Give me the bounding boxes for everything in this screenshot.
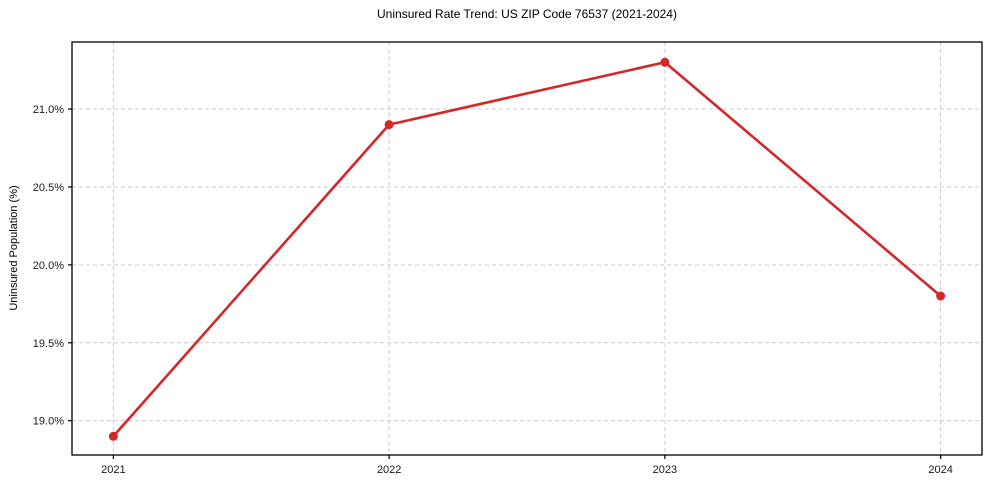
data-point-2022 xyxy=(384,120,394,130)
plot-border xyxy=(71,41,983,456)
y-tick-label: 19.0% xyxy=(33,416,64,428)
x-tick-label: 2023 xyxy=(653,464,677,476)
data-point-2024 xyxy=(936,291,946,301)
x-tick-label: 2024 xyxy=(928,464,952,476)
x-tick-label: 2022 xyxy=(377,464,401,476)
y-tick-label: 19.5% xyxy=(33,338,64,350)
data-point-2021 xyxy=(108,431,118,441)
y-tick-label: 20.5% xyxy=(33,182,64,194)
x-tick-label: 2021 xyxy=(101,464,125,476)
y-tick-label: 20.0% xyxy=(33,260,64,272)
data-point-2023 xyxy=(660,57,670,67)
trend-line xyxy=(112,60,942,438)
y-tick-label: 21.0% xyxy=(33,104,64,116)
chart-title: Uninsured Rate Trend: US ZIP Code 76537 … xyxy=(377,7,677,21)
